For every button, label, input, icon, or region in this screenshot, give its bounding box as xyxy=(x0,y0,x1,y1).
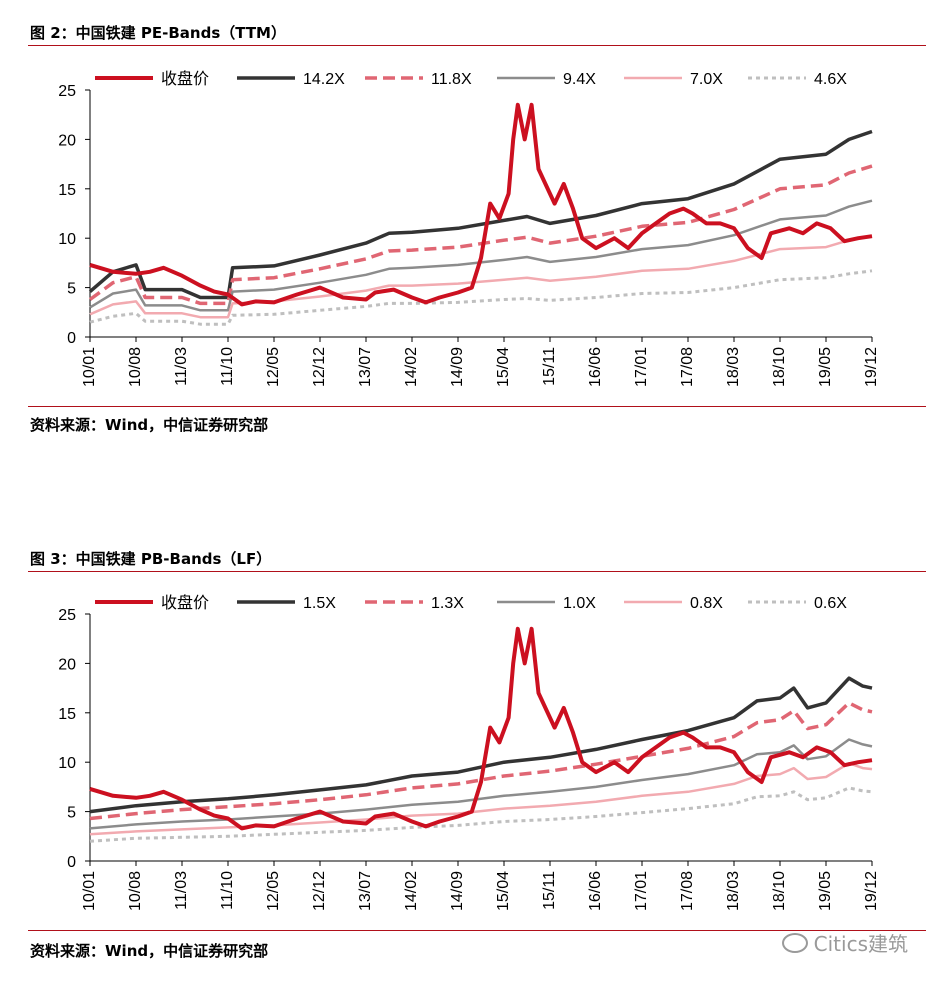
series-line xyxy=(89,626,873,831)
pb-bands-chart: 收盘价 1.5X 1.3X 1.0X 0.8X 0.6X 0 5 10 15 20 25 10/01 10… xyxy=(58,593,880,911)
x-tick-label: 16/06 xyxy=(587,347,604,387)
legend-label: 7.0X xyxy=(690,71,723,88)
y-tick-label: 10 xyxy=(58,231,76,248)
legend-item: 4.6X xyxy=(748,71,847,88)
x-tick-label: 10/08 xyxy=(127,871,144,911)
y-tick-label: 5 xyxy=(67,805,76,822)
series-line xyxy=(89,234,873,319)
y-tick-label: 5 xyxy=(67,281,76,298)
x-tick-label: 17/01 xyxy=(633,347,650,387)
x-tick-label: 11/10 xyxy=(219,347,236,386)
x-tick-label: 17/08 xyxy=(679,347,696,387)
x-tick-label: 18/10 xyxy=(771,347,788,387)
x-tick-label: 19/05 xyxy=(817,871,834,911)
legend-item: 1.3X xyxy=(365,595,464,612)
series-line xyxy=(89,701,873,821)
y-tick-label: 25 xyxy=(58,83,76,100)
x-tick-label: 13/07 xyxy=(357,347,374,387)
x-tick-label: 12/12 xyxy=(311,347,328,387)
series-line xyxy=(89,786,873,843)
source-note: 资料来源：Wind，中信证券研究部 xyxy=(30,942,269,960)
legend-item: 0.8X xyxy=(624,595,723,612)
x-tick-label: 11/10 xyxy=(219,871,236,910)
watermark-text: Citics建筑 xyxy=(813,932,908,956)
x-tick-label: 15/04 xyxy=(495,871,512,911)
legend-label: 4.6X xyxy=(814,71,847,88)
pe-bands-chart: 收盘价 14.2X 11.8X 9.4X 7.0X 4.6X 0 5 10 15 20 25 10/01… xyxy=(58,69,880,387)
series-line xyxy=(89,676,873,814)
legend-item: 收盘价 xyxy=(95,593,209,612)
legend-label: 14.2X xyxy=(303,71,345,88)
x-tick-label: 10/01 xyxy=(81,871,98,911)
x-tick-label: 18/03 xyxy=(725,871,742,911)
legend-item: 7.0X xyxy=(624,71,723,88)
x-tick-label: 11/03 xyxy=(173,871,190,910)
series-line xyxy=(88,129,873,300)
legend-label: 11.8X xyxy=(431,71,472,88)
legend-label: 1.5X xyxy=(303,595,336,612)
legend-item: 1.5X xyxy=(237,595,336,612)
source-note: 资料来源：Wind，中信证券研究部 xyxy=(30,416,269,434)
x-tick-label: 14/02 xyxy=(403,871,420,911)
title-rule xyxy=(28,571,926,572)
x-tick-label: 17/01 xyxy=(633,871,650,911)
x-tick-label: 18/03 xyxy=(725,347,742,387)
x-tick-label: 15/11 xyxy=(541,347,558,386)
y-tick-label: 25 xyxy=(58,607,76,624)
title-rule xyxy=(28,45,926,46)
x-tick-label: 19/12 xyxy=(863,871,880,911)
y-tick-label: 20 xyxy=(58,656,76,673)
x-tick-label: 15/04 xyxy=(495,347,512,387)
x-tick-label: 16/06 xyxy=(587,871,604,911)
x-tick-label: 14/09 xyxy=(449,347,466,387)
legend-item: 14.2X xyxy=(237,71,345,88)
series-line xyxy=(89,102,873,307)
legend-item: 收盘价 xyxy=(95,69,209,88)
legend-label: 1.3X xyxy=(431,595,464,612)
series-line xyxy=(89,738,873,830)
x-tick-label: 12/05 xyxy=(265,871,282,911)
legend-item: 0.6X xyxy=(748,595,847,612)
x-tick-label: 14/02 xyxy=(403,347,420,387)
legend-label: 0.6X xyxy=(814,595,847,612)
x-tick-label: 10/08 xyxy=(127,347,144,387)
x-tick-label: 15/11 xyxy=(541,871,558,910)
x-tick-label: 14/09 xyxy=(449,871,466,911)
series-line xyxy=(89,199,873,312)
x-tick-label: 13/07 xyxy=(357,871,374,911)
y-tick-label: 0 xyxy=(67,854,76,871)
x-tick-label: 12/12 xyxy=(311,871,328,911)
watermark: Citics建筑 xyxy=(781,928,908,957)
x-tick-label: 11/03 xyxy=(173,347,190,386)
y-tick-label: 0 xyxy=(67,330,76,347)
y-tick-label: 15 xyxy=(58,706,76,723)
y-tick-label: 20 xyxy=(58,132,76,149)
legend-label: 收盘价 xyxy=(161,69,209,88)
y-tick-label: 15 xyxy=(58,182,76,199)
y-tick-label: 10 xyxy=(58,755,76,772)
legend-label: 1.0X xyxy=(563,595,596,612)
x-tick-label: 19/12 xyxy=(863,347,880,387)
source-rule xyxy=(28,930,926,931)
series-line xyxy=(88,164,873,306)
legend-item: 11.8X xyxy=(365,71,472,88)
source-rule xyxy=(28,406,926,407)
legend-label: 9.4X xyxy=(563,71,596,88)
x-tick-label: 12/05 xyxy=(265,347,282,387)
x-tick-label: 18/10 xyxy=(771,871,788,911)
legend-label: 0.8X xyxy=(690,595,723,612)
legend-item: 1.0X xyxy=(497,595,596,612)
figure-title: 图 3：中国铁建 PB-Bands（LF） xyxy=(30,550,272,568)
x-tick-label: 10/01 xyxy=(81,347,98,387)
x-tick-label: 19/05 xyxy=(817,347,834,387)
legend-item: 9.4X xyxy=(497,71,596,88)
wechat-logo-icon xyxy=(781,932,808,953)
legend-label: 收盘价 xyxy=(161,593,209,612)
figure-title: 图 2：中国铁建 PE-Bands（TTM） xyxy=(30,24,286,42)
x-tick-label: 17/08 xyxy=(679,871,696,911)
